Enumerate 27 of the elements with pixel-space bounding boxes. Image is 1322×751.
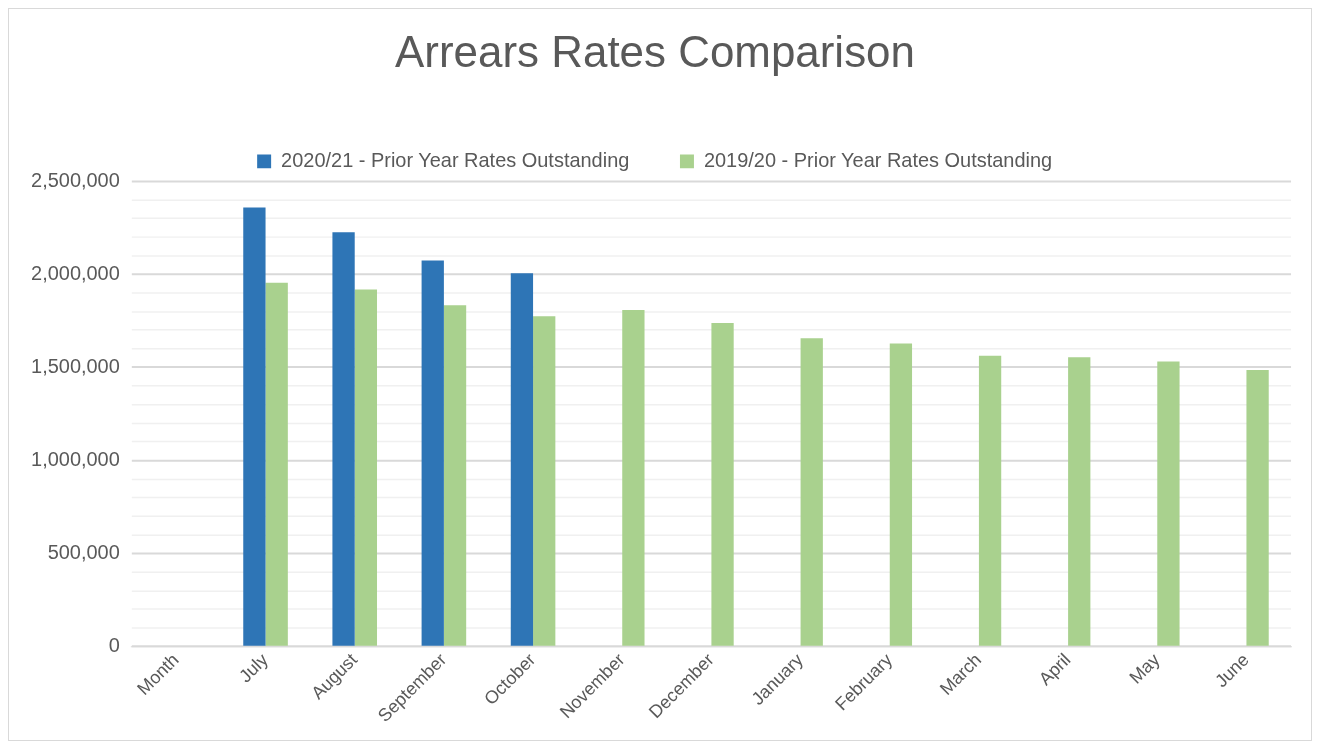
x-tick-label: July [235,649,272,687]
bar [510,273,534,646]
bar [332,232,355,646]
y-tick-label: 2,500,000 [31,168,120,191]
bar [978,355,1002,646]
bar [889,343,913,646]
x-tick-label: May [1125,649,1164,688]
legend-label: 2019/20 - Prior Year Rates Outstanding [703,148,1053,171]
bar [243,207,266,646]
y-tick-label: 1,500,000 [31,355,120,377]
bar [354,289,378,646]
bar [533,316,556,646]
legend-label: 2020/21 - Prior Year Rates Outstanding [281,148,630,171]
bar [622,309,645,646]
bar [265,282,288,646]
y-tick-label: 1,000,000 [31,448,120,471]
bar [1157,361,1180,646]
chart-title: Arrears Rates Comparison [395,27,915,77]
y-tick-label: 500,000 [47,541,120,564]
bar [421,260,444,646]
y-tick-label: 0 [108,634,120,657]
bar [711,322,734,646]
bar [800,338,823,646]
bar [443,305,467,646]
y-tick-label: 2,000,000 [31,261,120,284]
bar [1246,369,1269,646]
bar [1068,357,1091,646]
